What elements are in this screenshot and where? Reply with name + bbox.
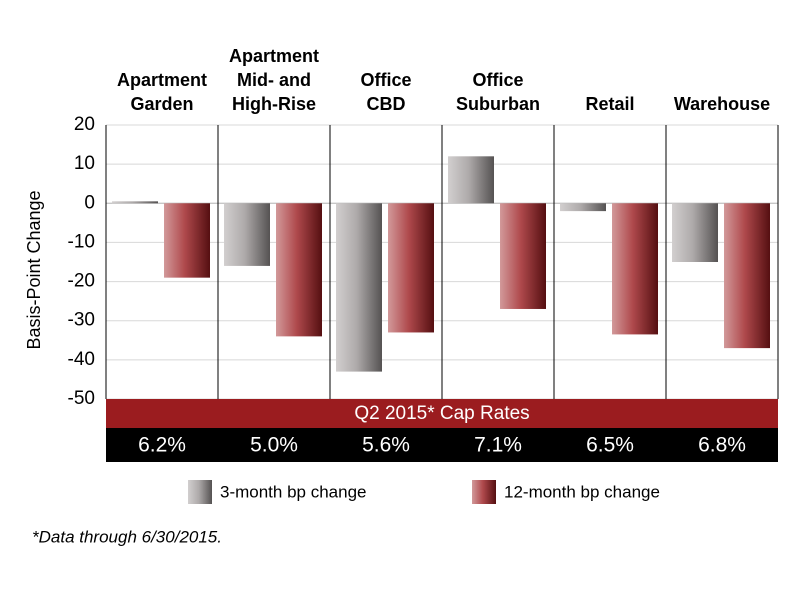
x-category-label: Mid- and bbox=[237, 70, 311, 90]
cap-rate: 6.5% bbox=[586, 434, 634, 457]
legend-label: 12-month bp change bbox=[504, 482, 660, 501]
bar bbox=[224, 203, 270, 266]
y-axis-label: Basis-Point Change bbox=[24, 190, 44, 349]
x-category-label: Apartment bbox=[117, 70, 207, 90]
bar bbox=[724, 203, 770, 349]
cap-rate: 5.0% bbox=[250, 434, 298, 457]
cap-rates-band bbox=[106, 399, 778, 428]
cap-rate: 5.6% bbox=[362, 434, 410, 457]
y-tick-label: 20 bbox=[74, 114, 95, 135]
legend-swatch bbox=[188, 480, 212, 504]
y-tick-label: -30 bbox=[68, 310, 95, 331]
bar bbox=[388, 203, 434, 333]
cap-rate: 6.8% bbox=[698, 434, 746, 457]
bar bbox=[500, 203, 546, 309]
x-category-label: Suburban bbox=[456, 94, 540, 114]
x-category-label: Office bbox=[472, 70, 523, 90]
bar bbox=[612, 203, 658, 335]
y-tick-label: 10 bbox=[74, 153, 95, 174]
cap-rate: 6.2% bbox=[138, 434, 186, 457]
bar bbox=[448, 156, 494, 204]
x-category-label: High-Rise bbox=[232, 94, 316, 114]
x-category-label: Retail bbox=[585, 94, 634, 114]
cap-rates-row bbox=[106, 428, 778, 462]
bar bbox=[276, 203, 322, 337]
x-category-label: CBD bbox=[367, 94, 406, 114]
y-tick-label: -20 bbox=[68, 271, 95, 292]
legend-swatch bbox=[472, 480, 496, 504]
x-category-label: Office bbox=[360, 70, 411, 90]
x-category-label: Apartment bbox=[229, 46, 319, 66]
x-category-label: Garden bbox=[130, 94, 193, 114]
cap-rate: 7.1% bbox=[474, 434, 522, 457]
cap-rates-title: Q2 2015* Cap Rates bbox=[354, 403, 529, 424]
legend-label: 3-month bp change bbox=[220, 482, 367, 501]
bar bbox=[336, 203, 382, 372]
x-category-label: Warehouse bbox=[674, 94, 770, 114]
y-tick-label: -10 bbox=[68, 231, 95, 252]
bar bbox=[672, 203, 718, 262]
y-tick-label: -40 bbox=[68, 349, 95, 370]
bar bbox=[560, 203, 606, 212]
bar bbox=[164, 203, 210, 278]
bar bbox=[112, 201, 158, 204]
y-tick-label: -50 bbox=[68, 388, 95, 409]
footnote: *Data through 6/30/2015. bbox=[32, 527, 222, 546]
y-tick-label: 0 bbox=[84, 192, 95, 213]
